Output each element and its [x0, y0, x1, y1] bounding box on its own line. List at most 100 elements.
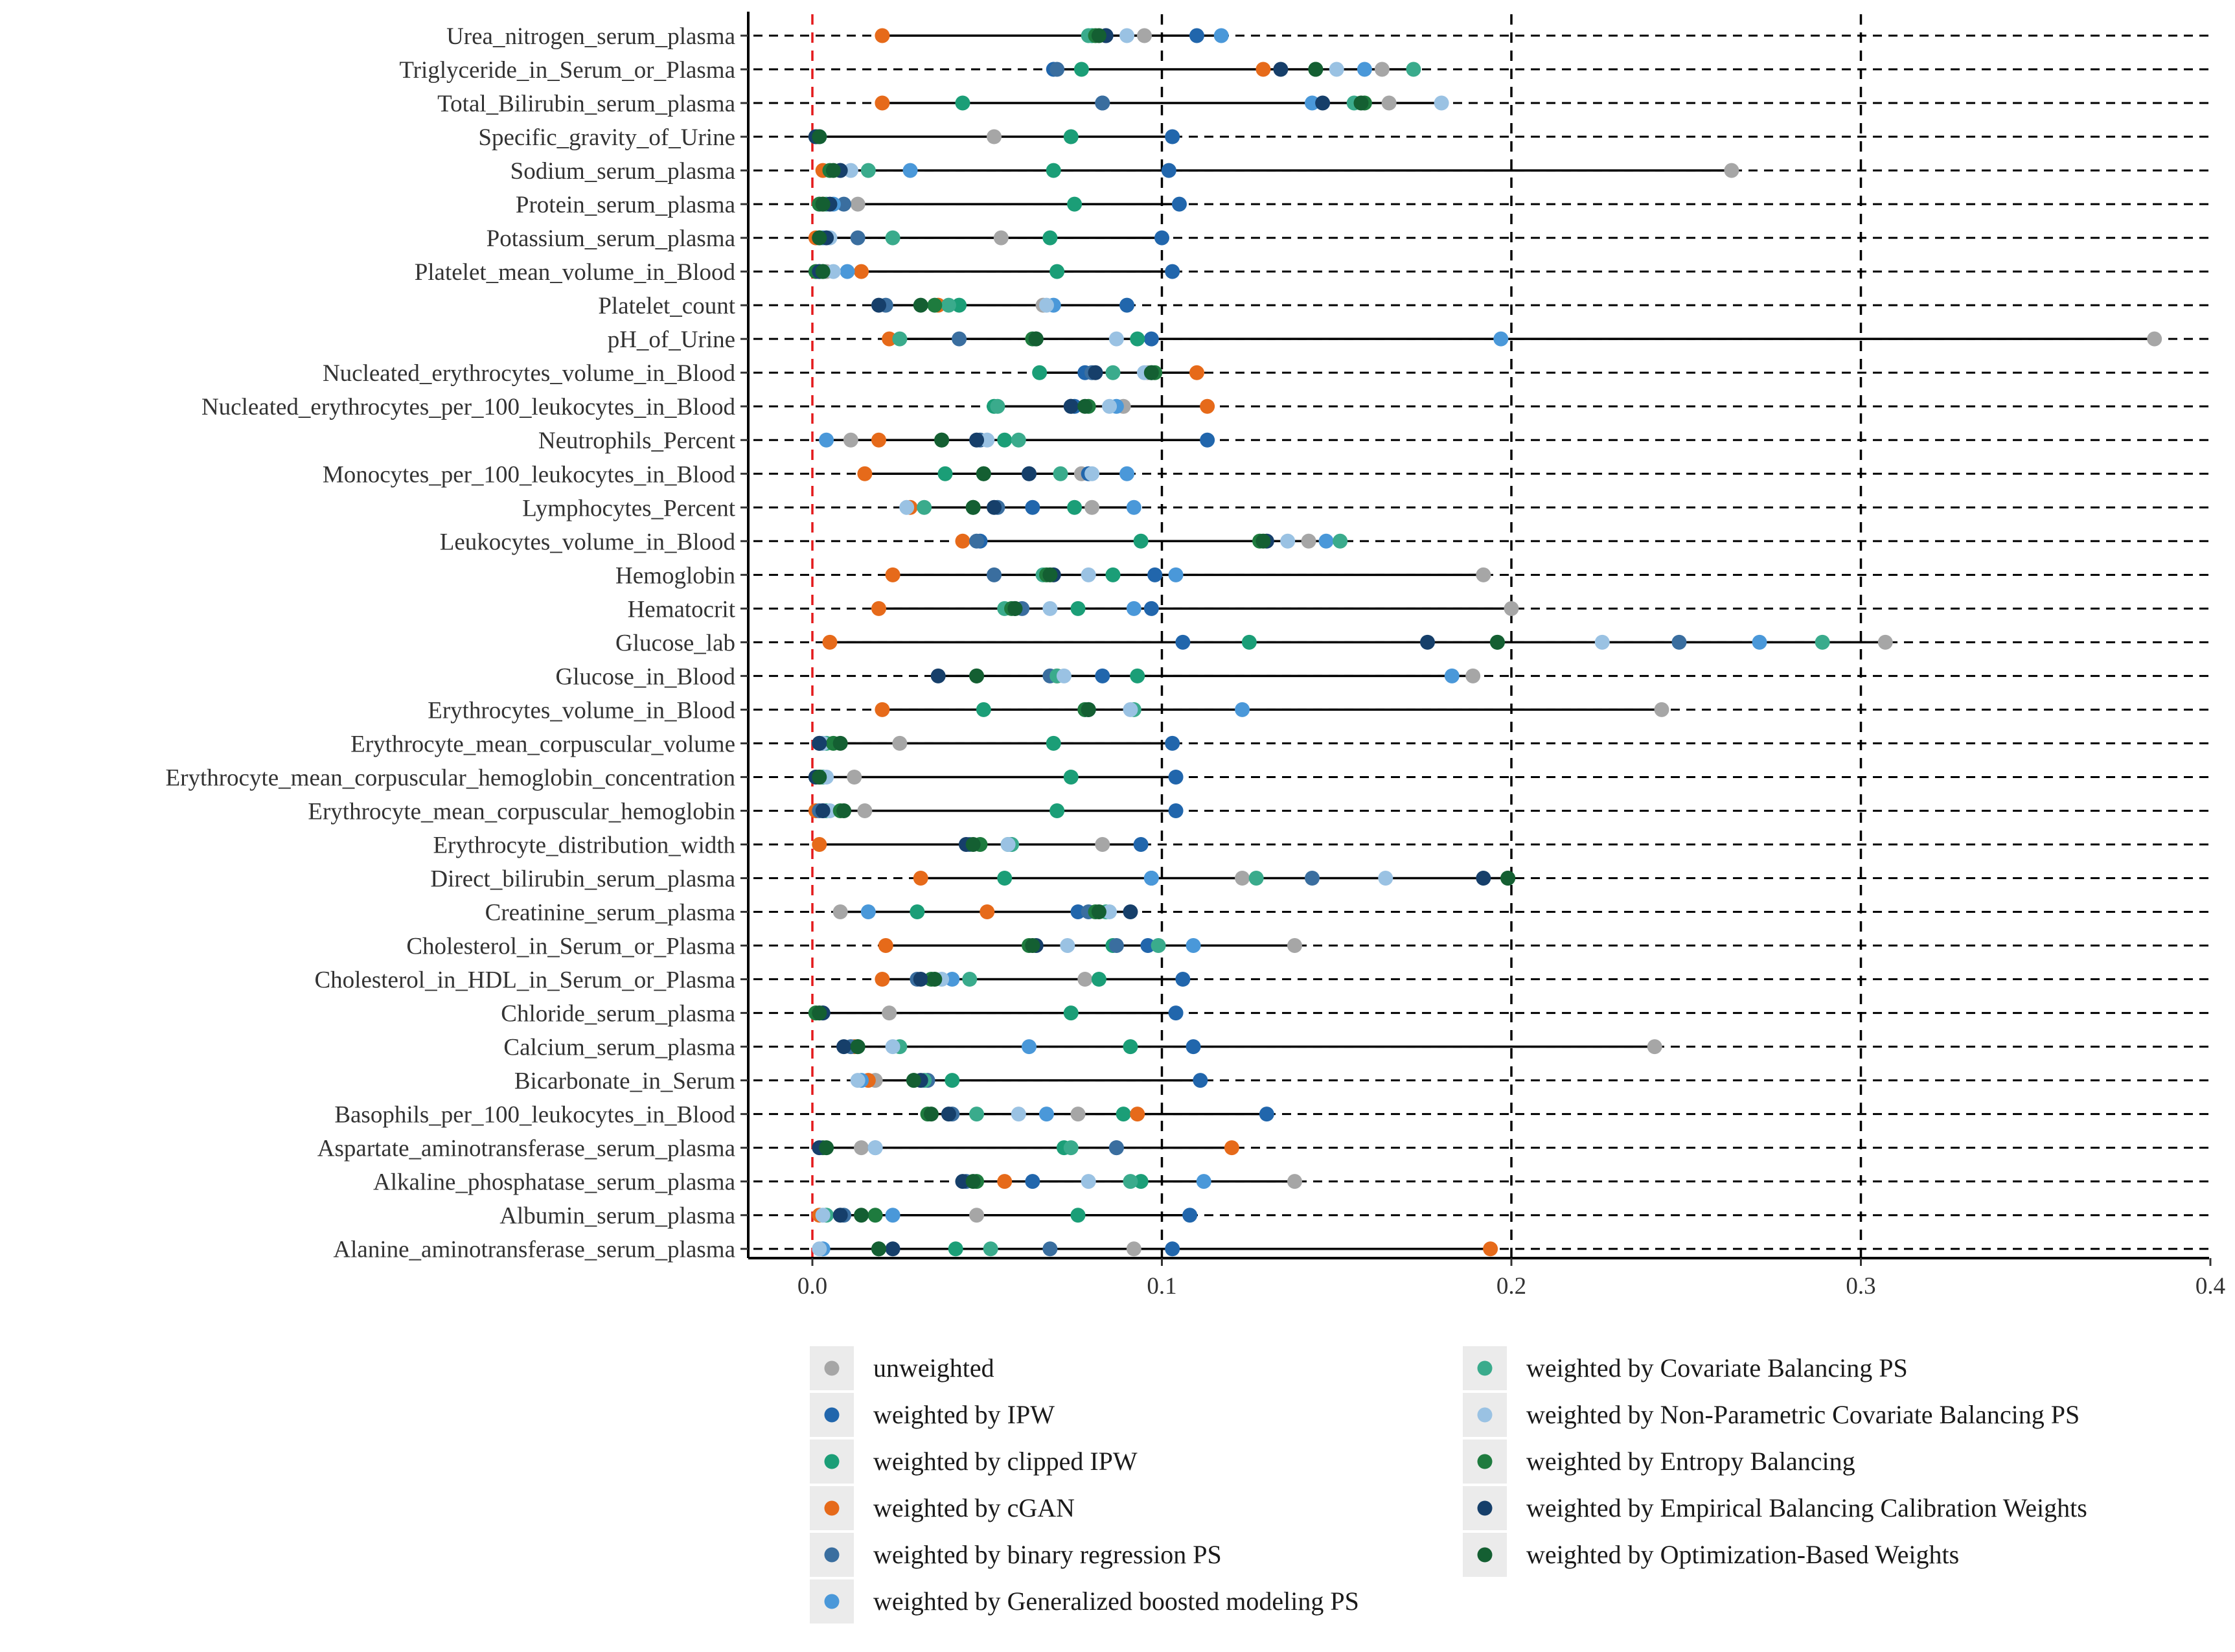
- point-cbps: [1105, 365, 1121, 380]
- point-npcbps: [885, 1039, 900, 1055]
- point-cgan: [1200, 398, 1215, 414]
- point-gbm: [1752, 634, 1767, 650]
- y-tick-label: Aspartate_aminotransferase_serum_plasma: [317, 1136, 735, 1162]
- point-obw: [913, 297, 928, 313]
- point-gbm: [860, 904, 876, 920]
- point-gbm: [945, 972, 960, 987]
- legend-item-cbps: weighted by Covariate Balancing PS: [1463, 1346, 1908, 1390]
- point-unw: [987, 129, 1002, 144]
- point-cbps: [969, 1107, 985, 1122]
- point-cgan: [854, 264, 869, 279]
- point-npcbps: [1038, 297, 1054, 313]
- point-cbps: [1248, 871, 1264, 886]
- point-ipw: [1175, 972, 1191, 987]
- point-cipw: [1067, 196, 1083, 212]
- y-tick-label: pH_of_Urine: [608, 327, 735, 353]
- legend-label: weighted by IPW: [873, 1400, 1055, 1429]
- point-unw: [2147, 331, 2162, 347]
- y-tick-label: Platelet_mean_volume_in_Blood: [415, 259, 736, 286]
- point-brps: [1671, 634, 1687, 650]
- point-obw: [812, 129, 827, 144]
- point-ebcw: [969, 432, 985, 448]
- legend-label: weighted by Non-Parametric Covariate Bal…: [1526, 1400, 2080, 1429]
- legend-item-ipw: weighted by IPW: [810, 1393, 1055, 1437]
- point-brps: [969, 533, 985, 549]
- point-obw: [836, 803, 852, 818]
- point-npcbps: [1081, 1174, 1096, 1189]
- point-cgan: [878, 938, 893, 954]
- point-cipw: [1049, 264, 1065, 279]
- point-cipw: [1049, 803, 1065, 818]
- point-gbm: [1126, 601, 1141, 616]
- y-tick-label: Chloride_serum_plasma: [501, 1001, 735, 1027]
- y-tick-label: Basophils_per_100_leukocytes_in_Blood: [334, 1102, 735, 1129]
- point-cipw: [952, 297, 967, 313]
- point-npcbps: [1102, 398, 1118, 414]
- point-gbm: [1318, 533, 1334, 549]
- point-npcbps: [1011, 1107, 1026, 1122]
- point-ebcw: [885, 1241, 900, 1257]
- point-cbps: [860, 163, 876, 178]
- point-obw: [927, 972, 943, 987]
- point-npcbps: [1084, 466, 1100, 481]
- point-obw: [1077, 398, 1093, 414]
- point-unw: [1504, 601, 1519, 616]
- point-cipw: [1067, 499, 1083, 515]
- legend-key-dot: [1477, 1454, 1493, 1469]
- point-ebal: [927, 297, 943, 313]
- point-cgan: [1483, 1241, 1498, 1257]
- point-cipw: [1046, 735, 1061, 751]
- point-obw: [1143, 365, 1159, 380]
- point-unw: [850, 196, 865, 212]
- y-tick-label: Platelet_count: [598, 293, 735, 319]
- point-ebcw: [812, 735, 827, 751]
- x-tick-label: 0.3: [1846, 1273, 1875, 1300]
- point-gbm: [902, 163, 918, 178]
- point-cipw: [1133, 533, 1149, 549]
- point-cgan: [882, 331, 897, 347]
- point-unw: [854, 1140, 869, 1156]
- point-gbm: [1119, 466, 1135, 481]
- y-tick-label: Alkaline_phosphatase_serum_plasma: [373, 1169, 735, 1196]
- point-cgan: [875, 28, 890, 43]
- point-cipw: [948, 1241, 963, 1257]
- legend-label: weighted by cGAN: [873, 1493, 1075, 1522]
- point-cbps: [983, 1241, 998, 1257]
- point-obw: [812, 769, 827, 785]
- point-cbps: [962, 972, 978, 987]
- legend-item-ebcw: weighted by Empirical Balancing Calibrat…: [1463, 1486, 2087, 1530]
- point-obw: [854, 1208, 869, 1223]
- point-obw: [815, 264, 831, 279]
- point-unw: [892, 735, 908, 751]
- grid-layer: [753, 14, 2209, 1258]
- point-obw: [1353, 95, 1369, 111]
- point-ipw: [1175, 634, 1191, 650]
- point-ipw: [1259, 1107, 1274, 1122]
- point-obw: [1255, 533, 1271, 549]
- point-cipw: [1070, 601, 1086, 616]
- x-tick-label: 0.1: [1147, 1273, 1176, 1300]
- point-ebcw: [1088, 365, 1103, 380]
- point-ipw: [1182, 1208, 1198, 1223]
- legend-label: weighted by clipped IPW: [873, 1447, 1138, 1476]
- point-obw: [825, 163, 841, 178]
- point-ebcw: [1021, 466, 1037, 481]
- point-gbm: [1213, 28, 1229, 43]
- point-gbm: [1235, 702, 1250, 717]
- point-unw: [1137, 28, 1152, 43]
- point-ipw: [1193, 1073, 1208, 1088]
- point-cgan: [822, 634, 838, 650]
- point-ebcw: [987, 499, 1002, 515]
- y-tick-label: Bicarbonate_in_Serum: [514, 1068, 735, 1095]
- point-cipw: [1241, 634, 1257, 650]
- y-tick-label: Nucleated_erythrocytes_volume_in_Blood: [323, 360, 736, 387]
- point-obw: [965, 1174, 981, 1189]
- point-npcbps: [1378, 871, 1393, 886]
- point-unw: [1654, 702, 1669, 717]
- y-tick-label: Erythrocyte_mean_corpuscular_volume: [350, 731, 735, 757]
- point-unw: [1301, 533, 1316, 549]
- point-cgan: [857, 466, 873, 481]
- point-ipw: [1140, 938, 1156, 954]
- point-ipw: [1165, 1241, 1180, 1257]
